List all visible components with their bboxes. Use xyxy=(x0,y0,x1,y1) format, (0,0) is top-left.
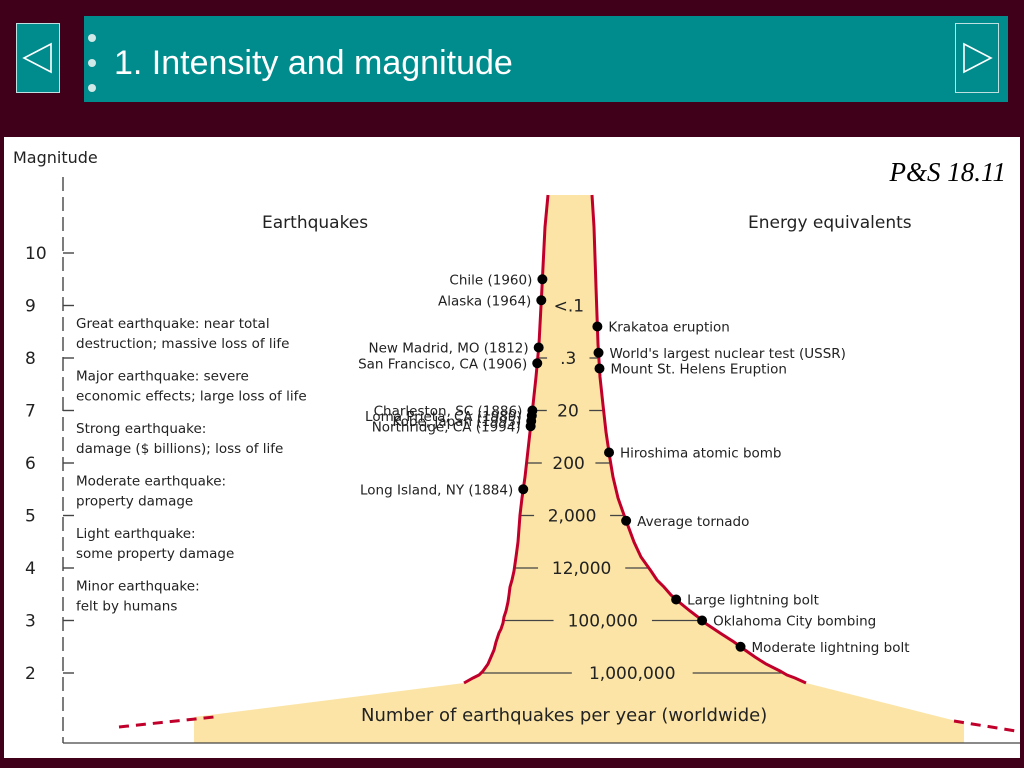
earthquake-label: Northridge, CA (1994) xyxy=(372,419,521,435)
class-label-line1: Great earthquake: near total xyxy=(76,316,270,332)
frequency-value: 1,000,000 xyxy=(589,664,676,684)
earthquake-label: New Madrid, MO (1812) xyxy=(369,341,529,357)
slide-title: 1. Intensity and magnitude xyxy=(114,44,513,82)
energy-label: Krakatoa eruption xyxy=(608,320,730,336)
magnitude-tick-label: 10 xyxy=(25,244,47,264)
class-label-line1: Major earthquake: severe xyxy=(76,369,249,385)
magnitude-tick-label: 9 xyxy=(25,297,36,317)
energy-marker xyxy=(592,321,603,332)
earthquake-label: Loma Prieta, CA (1989) xyxy=(365,409,522,425)
earthquake-magnitude-diagram: <.1 .3 20 200 2,000 12,000 100,000 1,000,000 10… xyxy=(13,148,1020,744)
magnitude-tick-label: 7 xyxy=(25,402,36,422)
earthquake-marker xyxy=(525,421,536,432)
energy-marker xyxy=(594,363,605,374)
magnitude-tick-label: 2 xyxy=(25,664,36,684)
frequency-value: 2,000 xyxy=(548,507,597,527)
energy-marker xyxy=(697,615,708,626)
left-curve xyxy=(463,194,550,685)
energy-label: World's largest nuclear test (USSR) xyxy=(610,346,846,362)
magnitude-tick-label: 8 xyxy=(25,349,36,369)
class-label-line2: some property damage xyxy=(76,546,234,562)
right-curve xyxy=(590,194,807,685)
energy-equivalents: Krakatoa eruption World's largest nuclear… xyxy=(592,320,910,656)
class-label-line1: Minor earthquake: xyxy=(76,579,200,595)
earthquake-marker xyxy=(518,484,529,495)
energy-marker xyxy=(604,447,615,458)
class-label-line1: Moderate earthquake: xyxy=(76,474,226,490)
energy-label: Moderate lightning bolt xyxy=(752,640,910,656)
triangle-left-icon xyxy=(22,42,52,74)
earthquake-classes: Great earthquake: near total destruction;… xyxy=(76,316,307,615)
energy-marker xyxy=(621,515,632,526)
bottom-label: Number of earthquakes per year (worldwid… xyxy=(361,705,767,726)
reference-label: P&S 18.11 xyxy=(885,157,1010,188)
earthquake-label: Chile (1960) xyxy=(449,272,532,288)
frequency-value: <.1 xyxy=(554,297,584,317)
class-label-line2: property damage xyxy=(76,494,193,510)
frequency-value: 200 xyxy=(552,454,584,474)
energy-label: Large lightning bolt xyxy=(687,593,819,609)
class-label-line2: damage ($ billions); loss of life xyxy=(76,441,283,457)
energy-marker xyxy=(735,641,746,652)
energy-marker xyxy=(593,347,604,358)
right-curve-dashed xyxy=(953,719,1017,733)
bullet-dots xyxy=(88,34,98,109)
earthquake-marker xyxy=(532,358,543,369)
earthquake-events: Chile (1960) Alaska (1964) New Madrid, MO … xyxy=(358,272,548,498)
earthquake-label: San Francisco, CA (1906) xyxy=(358,356,527,372)
magnitude-tick-label: 3 xyxy=(25,612,36,632)
frequency-value: 100,000 xyxy=(568,612,638,632)
magnitude-tick-label: 5 xyxy=(25,507,36,527)
frequency-value: 12,000 xyxy=(552,559,611,579)
frequency-lines: <.1 .3 20 200 2,000 12,000 100,000 1,000,000 xyxy=(481,297,784,684)
earthquake-label: Long Island, NY (1884) xyxy=(360,482,513,498)
next-slide-button[interactable] xyxy=(955,23,999,93)
frequency-area xyxy=(194,195,964,743)
frequency-value: 20 xyxy=(557,402,579,422)
class-label-line2: destruction; massive loss of life xyxy=(76,336,290,352)
diagram-panel: <.1 .3 20 200 2,000 12,000 100,000 1,000,000 10… xyxy=(4,137,1020,758)
frequency-value: .3 xyxy=(560,349,576,369)
earthquake-label: Charleston, SC (1886) xyxy=(374,404,523,420)
class-label-line2: felt by humans xyxy=(76,599,177,615)
energy-marker xyxy=(671,594,682,605)
earthquake-marker xyxy=(537,274,548,285)
magnitude-tick-label: 6 xyxy=(25,454,36,474)
earthquake-label: Alaska (1964) xyxy=(438,293,531,309)
earthquake-marker xyxy=(533,342,544,353)
previous-slide-button[interactable] xyxy=(16,23,60,93)
energy-label: Hiroshima atomic bomb xyxy=(620,446,781,462)
magnitude-tick-label: 4 xyxy=(25,559,36,579)
axis-label: Magnitude xyxy=(13,148,98,167)
earthquakes-heading: Earthquakes xyxy=(262,213,368,233)
title-bar: 1. Intensity and magnitude xyxy=(84,16,1008,102)
magnitude-ticks: 10 9 8 7 6 5 4 3 2 xyxy=(25,244,74,684)
class-label-line2: economic effects; large loss of life xyxy=(76,389,307,405)
class-label-line1: Strong earthquake: xyxy=(76,421,206,437)
triangle-right-icon xyxy=(963,42,993,74)
energy-label: Mount St. Helens Eruption xyxy=(610,362,787,378)
energy-label: Oklahoma City bombing xyxy=(713,614,876,630)
earthquake-marker xyxy=(536,295,547,306)
earthquake-label: Kobe, Japan (1995) xyxy=(392,414,521,430)
energy-label: Average tornado xyxy=(637,514,749,530)
energy-heading: Energy equivalents xyxy=(748,213,912,233)
class-label-line1: Light earthquake: xyxy=(76,526,196,542)
